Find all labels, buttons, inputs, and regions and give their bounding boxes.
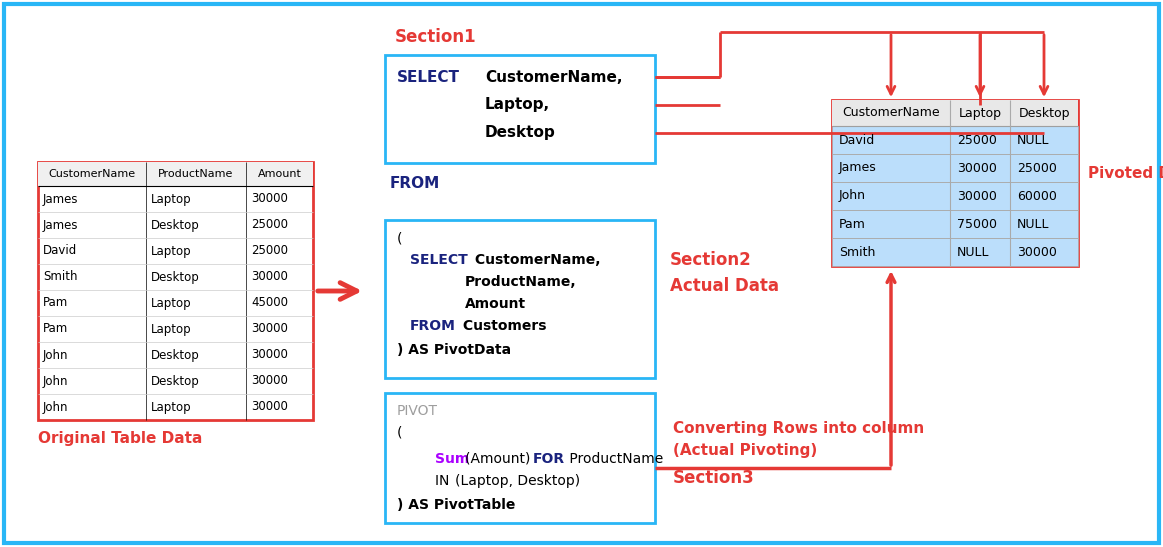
Bar	[832, 154, 1078, 182]
Text: Amount: Amount	[257, 169, 301, 179]
Text: CustomerName: CustomerName	[842, 107, 940, 119]
Text: NULL: NULL	[1016, 218, 1049, 230]
Text: Pam: Pam	[839, 218, 866, 230]
Text: FOR: FOR	[533, 452, 565, 466]
Text: 30000: 30000	[251, 400, 288, 414]
Text: Laptop: Laptop	[151, 193, 192, 206]
Text: Laptop: Laptop	[958, 107, 1001, 119]
Text: 30000: 30000	[251, 348, 288, 362]
Text: Laptop: Laptop	[151, 400, 192, 414]
Text: Section1: Section1	[395, 28, 477, 46]
Bar	[832, 210, 1078, 238]
Text: John: John	[43, 400, 69, 414]
Bar	[832, 126, 1078, 154]
Text: IN: IN	[435, 474, 454, 488]
Text: Amount: Amount	[465, 297, 526, 311]
Text: Laptop,: Laptop,	[485, 97, 550, 113]
Text: ) AS PivotData: ) AS PivotData	[397, 343, 511, 357]
Text: John: John	[839, 189, 866, 202]
Text: Laptop: Laptop	[151, 323, 192, 335]
Text: FROM: FROM	[411, 319, 456, 333]
Text: Smith: Smith	[43, 271, 78, 283]
Text: Laptop: Laptop	[151, 296, 192, 310]
Text: 25000: 25000	[251, 245, 288, 258]
Text: David: David	[839, 133, 876, 147]
Text: NULL: NULL	[957, 246, 990, 259]
Text: 30000: 30000	[251, 323, 288, 335]
Text: Customers: Customers	[458, 319, 547, 333]
Text: ProductName,: ProductName,	[465, 275, 577, 289]
Text: SELECT: SELECT	[411, 253, 468, 267]
Text: 30000: 30000	[251, 193, 288, 206]
Text: Smith: Smith	[839, 246, 876, 259]
Text: David: David	[43, 245, 77, 258]
Text: CustomerName,: CustomerName,	[485, 69, 622, 84]
Bar	[385, 55, 655, 163]
Text: Pivoted Data: Pivoted Data	[1089, 166, 1163, 181]
Text: 75000: 75000	[957, 218, 997, 230]
Text: NULL: NULL	[1016, 133, 1049, 147]
Text: PIVOT: PIVOT	[397, 404, 438, 418]
Text: Actual Data: Actual Data	[670, 277, 779, 295]
Text: 30000: 30000	[251, 375, 288, 387]
Text: Desktop: Desktop	[151, 271, 200, 283]
Text: (Laptop, Desktop): (Laptop, Desktop)	[455, 474, 580, 488]
Text: 25000: 25000	[251, 218, 288, 231]
Text: ) AS PivotTable: ) AS PivotTable	[397, 498, 515, 512]
Text: Desktop: Desktop	[151, 218, 200, 231]
Text: (: (	[397, 426, 402, 440]
Text: CustomerName,: CustomerName,	[470, 253, 600, 267]
Text: Original Table Data: Original Table Data	[38, 430, 202, 445]
Text: 30000: 30000	[251, 271, 288, 283]
Bar	[832, 100, 1078, 266]
Text: Converting Rows into column: Converting Rows into column	[673, 421, 925, 435]
Text: ProductName: ProductName	[565, 452, 663, 466]
Text: ProductName: ProductName	[158, 169, 234, 179]
Bar	[385, 220, 655, 378]
Bar	[385, 393, 655, 523]
Text: Section3: Section3	[673, 469, 755, 487]
Text: CustomerName: CustomerName	[49, 169, 136, 179]
Text: John: John	[43, 375, 69, 387]
Text: (: (	[397, 231, 402, 245]
Text: James: James	[43, 193, 78, 206]
Text: James: James	[43, 218, 78, 231]
Text: 25000: 25000	[1016, 161, 1057, 174]
Text: 30000: 30000	[1016, 246, 1057, 259]
Text: John: John	[43, 348, 69, 362]
Text: Sum: Sum	[435, 452, 469, 466]
Bar	[832, 182, 1078, 210]
Text: Desktop: Desktop	[151, 348, 200, 362]
Text: 45000: 45000	[251, 296, 288, 310]
Text: 60000: 60000	[1016, 189, 1057, 202]
Text: Pam: Pam	[43, 296, 69, 310]
Text: SELECT: SELECT	[397, 69, 461, 84]
Text: Desktop: Desktop	[151, 375, 200, 387]
Text: Pam: Pam	[43, 323, 69, 335]
Text: Desktop: Desktop	[1019, 107, 1070, 119]
Text: 30000: 30000	[957, 161, 997, 174]
Bar	[38, 162, 313, 420]
Text: 30000: 30000	[957, 189, 997, 202]
Text: FROM: FROM	[390, 176, 441, 190]
Bar	[38, 162, 313, 186]
Text: (Actual Pivoting): (Actual Pivoting)	[673, 444, 818, 458]
Text: 25000: 25000	[957, 133, 997, 147]
Text: Desktop: Desktop	[485, 125, 556, 141]
Text: Section2: Section2	[670, 251, 751, 269]
Bar	[832, 100, 1078, 126]
Text: James: James	[839, 161, 877, 174]
Text: Laptop: Laptop	[151, 245, 192, 258]
Text: (Amount): (Amount)	[465, 452, 535, 466]
Bar	[832, 238, 1078, 266]
